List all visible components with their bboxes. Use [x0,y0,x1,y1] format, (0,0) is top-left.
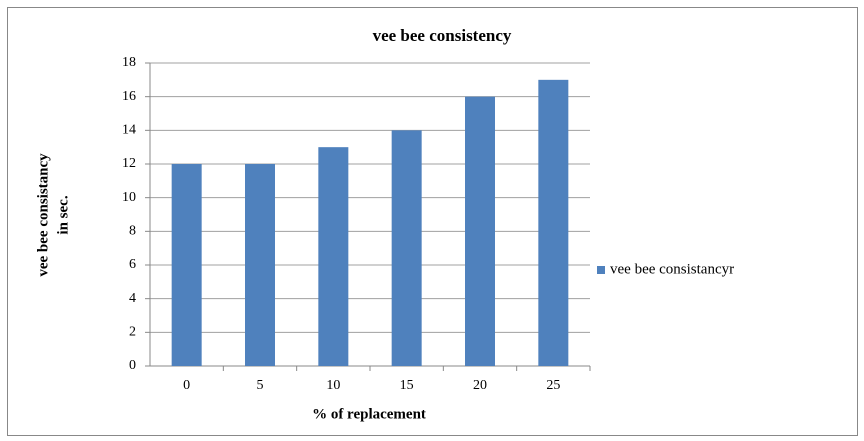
chart-border [7,7,858,436]
x-tick-label: 25 [546,378,560,393]
x-tick-label: 15 [400,378,414,393]
y-tick-label: 12 [122,156,136,171]
x-tick-label: 20 [473,378,487,393]
y-tick-label: 16 [122,89,136,104]
bar [538,79,569,366]
x-tick-label: 5 [257,378,264,393]
y-tick-label: 6 [129,257,136,272]
bar [318,147,349,366]
y-axis-label: in sec. [55,195,71,234]
y-tick-label: 0 [129,358,136,373]
bar [245,164,275,366]
bar [171,164,202,366]
bar [391,130,422,366]
y-tick-label: 18 [122,55,136,70]
y-tick-label: 10 [122,190,136,205]
y-axis-label: vee bee consistancy [35,153,51,277]
bar [465,96,495,367]
y-tick-label: 14 [122,123,136,138]
x-tick-label: 10 [326,378,340,393]
legend-label: vee bee consistancyr [610,261,734,277]
chart-title: vee bee consistency [373,26,512,45]
y-tick-label: 4 [129,291,136,306]
x-axis-label: % of replacement [312,406,426,422]
y-tick-label: 2 [129,325,136,340]
legend-swatch [597,266,605,274]
x-tick-label: 0 [183,378,190,393]
y-tick-label: 8 [129,224,136,239]
